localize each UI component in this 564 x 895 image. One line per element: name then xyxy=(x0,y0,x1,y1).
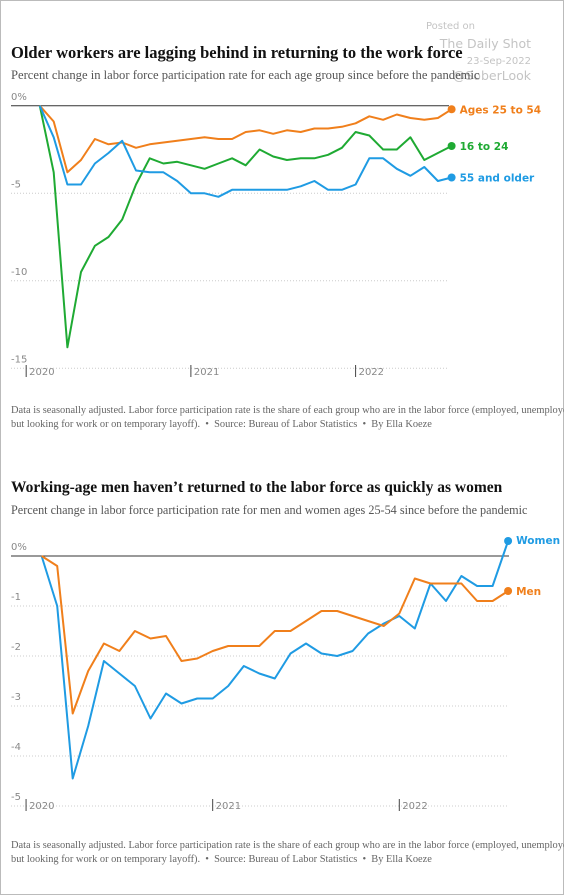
end-dot xyxy=(447,142,456,150)
x-tick-label: 2022 xyxy=(402,801,427,812)
series-label: Ages 25 to 54 xyxy=(460,104,541,116)
chart-subtitle: Percent change in labor force participat… xyxy=(11,503,528,517)
x-tick-label: 2020 xyxy=(29,367,54,378)
y-tick-label: -3 xyxy=(11,692,21,703)
x-tick-label: 2021 xyxy=(216,801,241,812)
series-line xyxy=(40,540,510,780)
x-tick-label: 2021 xyxy=(194,367,219,378)
note: Data is seasonally adjusted. Labor force… xyxy=(11,405,564,430)
series-line xyxy=(41,555,509,715)
source: Source: Bureau of Labor Statistics xyxy=(214,419,358,430)
y-tick-label: -5 xyxy=(11,179,21,190)
chart-subtitle: Percent change in labor force participat… xyxy=(11,68,480,82)
y-tick-label: -15 xyxy=(11,354,27,365)
y-tick-label: -1 xyxy=(11,592,21,603)
y-tick-label: -10 xyxy=(11,267,27,278)
byline: By Ella Koeze xyxy=(371,419,432,430)
series-label: 55 and older xyxy=(460,173,535,185)
watermark: @SoberLook xyxy=(452,68,531,83)
series-label: Women xyxy=(516,535,560,547)
footnote: Data is seasonally adjusted. Labor force… xyxy=(11,839,564,867)
series-label: Men xyxy=(516,586,541,598)
x-tick-label: 2020 xyxy=(29,801,54,812)
series-line xyxy=(39,105,453,174)
chart-title: Working-age men haven’t returned to the … xyxy=(11,479,503,496)
watermark: Posted on xyxy=(425,21,475,32)
watermark: 23-Sep-2022 xyxy=(466,56,531,67)
footnote: Data is seasonally adjusted. Labor force… xyxy=(11,404,564,432)
series-line xyxy=(38,105,453,349)
end-dot xyxy=(447,105,456,114)
end-dot xyxy=(504,537,513,545)
note: Data is seasonally adjusted. Labor force… xyxy=(11,840,564,865)
series-label: 16 to 24 xyxy=(460,141,509,153)
x-tick-label: 2022 xyxy=(359,367,384,378)
chart-title: Older workers are lagging behind in retu… xyxy=(11,43,463,62)
end-dot xyxy=(504,587,513,595)
y-tick-label: 0% xyxy=(11,92,27,103)
source: Source: Bureau of Labor Statistics xyxy=(214,854,358,865)
series-line xyxy=(38,105,452,198)
byline: By Ella Koeze xyxy=(371,854,432,865)
end-dot xyxy=(447,173,456,182)
y-tick-label: 0% xyxy=(11,542,27,553)
y-tick-label: -5 xyxy=(11,792,21,803)
y-tick-label: -4 xyxy=(11,742,21,753)
y-tick-label: -2 xyxy=(11,642,21,653)
watermark: The Daily Shot xyxy=(439,36,531,51)
